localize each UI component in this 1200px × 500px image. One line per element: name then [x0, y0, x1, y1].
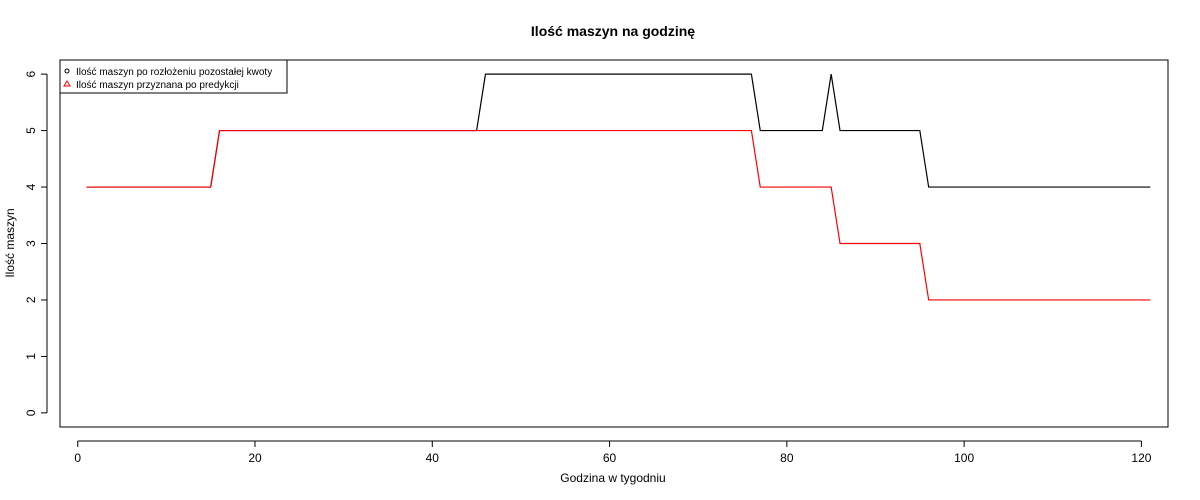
x-tick-label: 100 [954, 451, 974, 465]
y-tick-label: 4 [24, 183, 38, 190]
y-tick-label: 5 [24, 127, 38, 134]
x-tick-label: 60 [603, 451, 617, 465]
y-tick-label: 3 [24, 240, 38, 247]
plot-frame [59, 59, 1169, 428]
y-tick-label: 2 [24, 296, 38, 303]
x-axis-label: Godzina w tygodniu [560, 471, 665, 485]
x-tick-label: 80 [780, 451, 794, 465]
legend-entry-2: Ilość maszyn przyznana po predykcji [76, 80, 239, 91]
legend-marker-triangle [63, 80, 71, 87]
legend: Ilość maszyn po rozłożeniu pozostałej kw… [59, 59, 288, 94]
series-group [86, 73, 1151, 301]
y-tick-label: 0 [24, 409, 38, 416]
series-line-2 [86, 129, 1151, 301]
y-tick-label: 6 [24, 70, 38, 77]
x-tick-label: 20 [248, 451, 262, 465]
x-tick-label: 0 [74, 451, 81, 465]
chart-title: Ilość maszyn na godzinę [531, 23, 695, 39]
legend-marker-circle [64, 68, 70, 74]
y-axis-label: Ilość maszyn [3, 208, 17, 277]
axes: 0 20 40 60 80 100 120 0 1 2 3 4 5 6 [24, 70, 1152, 464]
x-tick-label: 120 [1131, 451, 1151, 465]
legend-box [59, 59, 288, 94]
x-tick-label: 40 [426, 451, 440, 465]
y-tick-label: 1 [24, 353, 38, 360]
legend-entry-1: Ilość maszyn po rozłożeniu pozostałej kw… [76, 67, 272, 78]
